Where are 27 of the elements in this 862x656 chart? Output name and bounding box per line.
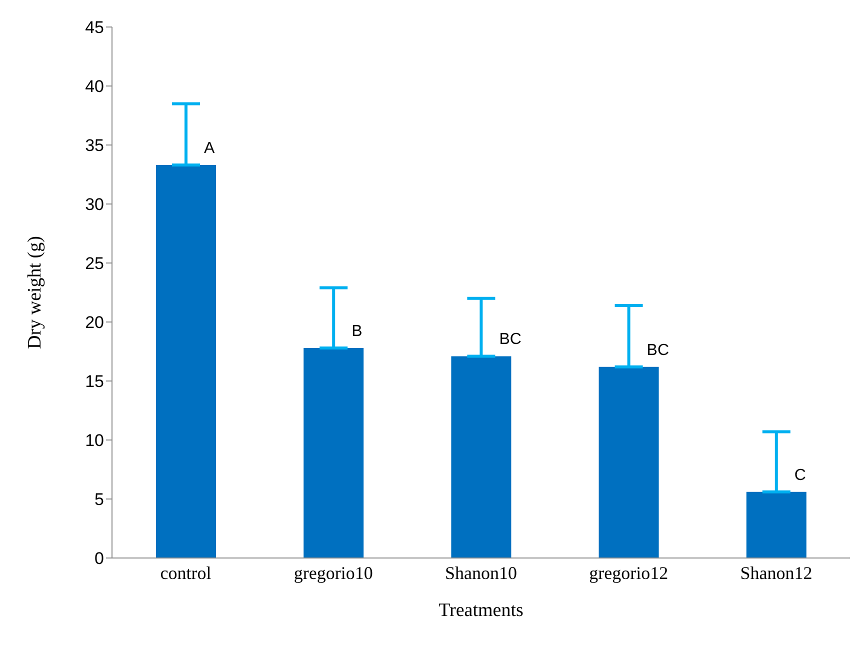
- y-tick-label: 30: [85, 195, 104, 214]
- x-tick-label: gregorio12: [589, 562, 668, 583]
- y-axis-title: Dry weight (g): [24, 236, 46, 349]
- x-tick-label: Shanon12: [740, 562, 812, 583]
- annotation: BC: [499, 331, 522, 348]
- bar: [156, 165, 216, 558]
- bar: [598, 366, 659, 558]
- y-tick-label: 5: [94, 490, 104, 510]
- x-axis-title: Treatments: [438, 600, 524, 621]
- annotation: B: [352, 322, 362, 340]
- y-tick-label: 25: [85, 254, 104, 274]
- bar: [304, 348, 364, 558]
- bar: [451, 356, 512, 558]
- x-tick-label: gregorio10: [294, 562, 373, 583]
- annotation: A: [204, 140, 215, 158]
- y-tick-label: 15: [85, 372, 104, 392]
- y-tick-label: 35: [85, 136, 104, 156]
- y-tick-label: 45: [85, 18, 104, 38]
- y-tick-label: 0: [94, 549, 104, 568]
- y-tick-label: 40: [85, 77, 104, 96]
- x-tick-label: control: [160, 562, 212, 583]
- y-tick-label: 20: [85, 313, 104, 332]
- bar: [746, 492, 806, 558]
- annotation: BC: [646, 342, 670, 359]
- x-tick-label: Shanon10: [445, 562, 517, 583]
- y-tick-label: 10: [85, 431, 104, 450]
- annotation: C: [794, 466, 806, 484]
